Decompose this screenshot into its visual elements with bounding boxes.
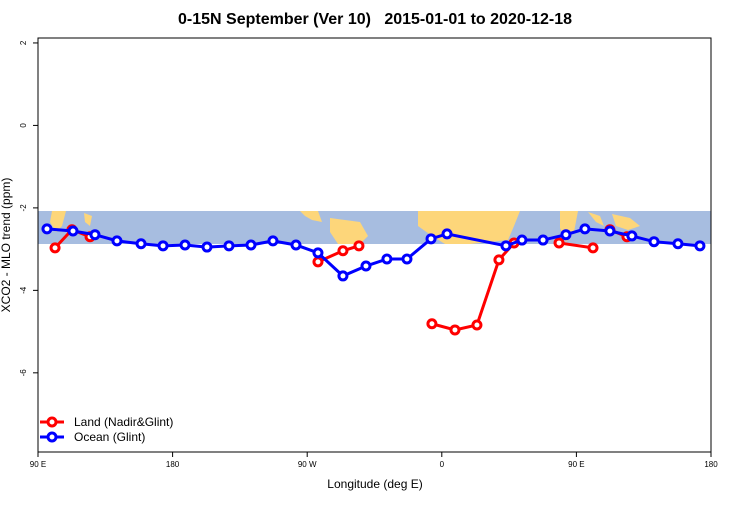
- point: [560, 229, 572, 241]
- point: [604, 225, 616, 237]
- point: [135, 238, 147, 250]
- point: [537, 234, 549, 246]
- point: [360, 260, 372, 272]
- point: [337, 245, 349, 257]
- point: [516, 234, 528, 246]
- point: [587, 242, 599, 254]
- point: [500, 240, 512, 252]
- point: [672, 238, 684, 250]
- point: [290, 239, 302, 251]
- point: [41, 223, 53, 235]
- y-tick-label: -4: [19, 286, 28, 294]
- y-tick-label: -6: [19, 369, 28, 377]
- point: [471, 319, 483, 331]
- point: [425, 233, 437, 245]
- point: [579, 223, 591, 235]
- point: [441, 228, 453, 240]
- point: [493, 254, 505, 266]
- legend-label: Land (Nadir&Glint): [74, 415, 173, 429]
- x-tick-label: 90 W: [298, 460, 317, 469]
- point: [426, 318, 438, 330]
- legend-marker: [46, 416, 58, 428]
- point: [449, 324, 461, 336]
- x-tick-label: 90 E: [568, 460, 584, 469]
- point: [89, 229, 101, 241]
- point: [626, 230, 638, 242]
- plot-frame: [37, 37, 712, 453]
- x-tick-label: 180: [704, 460, 718, 469]
- point: [111, 235, 123, 247]
- point: [312, 247, 324, 259]
- point: [337, 270, 349, 282]
- point: [381, 253, 393, 265]
- y-tick-label: 0: [19, 123, 28, 128]
- y-tick-label: -2: [19, 204, 28, 212]
- point: [267, 235, 279, 247]
- point: [401, 253, 413, 265]
- point: [353, 240, 365, 252]
- legend-marker: [46, 431, 58, 443]
- x-axis-label: Longitude (deg E): [327, 477, 422, 491]
- point: [312, 256, 324, 268]
- point: [223, 240, 235, 252]
- point: [648, 236, 660, 248]
- point: [157, 240, 169, 252]
- x-tick-label: 90 E: [30, 460, 46, 469]
- point: [49, 242, 61, 254]
- point: [245, 239, 257, 251]
- point: [553, 237, 565, 249]
- point: [201, 241, 213, 253]
- chart-title: 0-15N September (Ver 10) 2015-01-01 to 2…: [178, 11, 572, 28]
- legend: Land (Nadir&Glint)Ocean (Glint): [40, 415, 173, 444]
- y-tick-label: 2: [19, 40, 28, 45]
- point: [694, 240, 706, 252]
- point: [67, 225, 79, 237]
- x-tick-label: 0: [440, 460, 445, 469]
- point: [179, 239, 191, 251]
- y-axis-label: XCO2 - MLO trend (ppm): [0, 178, 13, 313]
- legend-label: Ocean (Glint): [74, 430, 145, 444]
- x-tick-label: 180: [166, 460, 180, 469]
